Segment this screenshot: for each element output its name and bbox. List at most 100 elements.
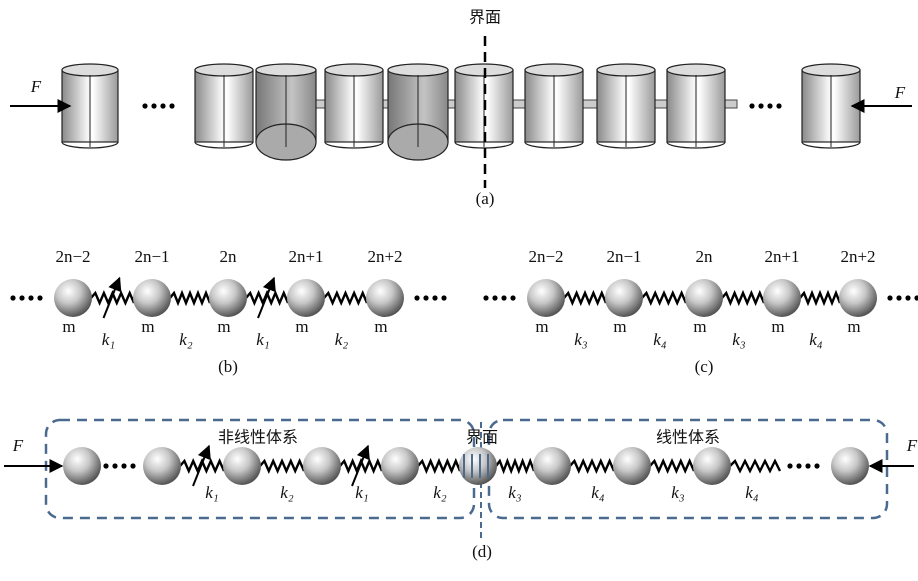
mass-ball — [287, 279, 325, 317]
connector-rod — [583, 100, 597, 108]
ellipsis-dot — [767, 103, 772, 108]
ellipsis-dot — [796, 463, 801, 468]
ellipsis-dot — [441, 295, 446, 300]
force-label: F — [894, 83, 906, 102]
ellipsis-dot — [10, 295, 15, 300]
mass-label: m — [62, 317, 75, 336]
mass-ball — [133, 279, 171, 317]
site-label: 2n+2 — [840, 247, 875, 266]
spring — [800, 293, 840, 303]
mass-ball — [839, 279, 877, 317]
site-label: 2n+1 — [764, 247, 799, 266]
site-label: 2n−1 — [606, 247, 641, 266]
connector-rod — [513, 100, 525, 108]
site-label: 2n+1 — [288, 247, 323, 266]
ellipsis-dot — [37, 295, 42, 300]
spring-label: k₃ — [574, 330, 588, 349]
ellipsis-dot — [142, 103, 147, 108]
spring-label: k₄ — [653, 330, 667, 349]
ellipsis-dot — [805, 463, 810, 468]
site-label: 2n−2 — [55, 247, 90, 266]
mass-label: m — [374, 317, 387, 336]
ellipsis-dot — [492, 295, 497, 300]
mass-label: m — [693, 317, 706, 336]
ellipsis-dot — [749, 103, 754, 108]
ellipsis-dot — [887, 295, 892, 300]
mass-label: m — [613, 317, 626, 336]
mass-label: m — [535, 317, 548, 336]
mass-label: m — [847, 317, 860, 336]
mass-ball — [533, 447, 571, 485]
ellipsis-dot — [758, 103, 763, 108]
spring — [324, 293, 367, 303]
spring-label: k₄ — [591, 483, 605, 502]
spring-label: k₁ — [355, 483, 368, 502]
ellipsis-dot — [160, 103, 165, 108]
cylinder-top — [667, 64, 725, 76]
spring — [570, 461, 614, 471]
mass-label: m — [217, 317, 230, 336]
site-label: 2n+2 — [367, 247, 402, 266]
spring — [496, 461, 534, 471]
ellipsis-dot — [169, 103, 174, 108]
connector-rod — [655, 100, 667, 108]
ellipsis-dot — [787, 463, 792, 468]
cylinder-top — [62, 64, 118, 76]
cylinder-top — [325, 64, 383, 76]
spring-label: k₂ — [179, 330, 193, 349]
mass-ball — [143, 447, 181, 485]
ellipsis-dot — [103, 463, 108, 468]
spring-label: k₁ — [256, 330, 269, 349]
site-label: 2n — [220, 247, 238, 266]
spring — [418, 461, 460, 471]
mass-label: m — [295, 317, 308, 336]
site-label: 2n−1 — [134, 247, 169, 266]
ellipsis-dot — [501, 295, 506, 300]
ellipsis-dot — [130, 463, 135, 468]
interface-label: 界面 — [466, 428, 498, 447]
ellipsis-dot — [414, 295, 419, 300]
mass-ball — [685, 279, 723, 317]
mass-ball — [831, 447, 869, 485]
spring — [642, 293, 686, 303]
site-label: 2n — [696, 247, 714, 266]
caption: (d) — [472, 542, 492, 561]
spring — [730, 461, 780, 471]
spring — [260, 461, 304, 471]
ellipsis-dot — [423, 295, 428, 300]
force-label: F — [30, 77, 42, 96]
spring-label: k₁ — [102, 330, 115, 349]
ellipsis-dot — [510, 295, 515, 300]
mass-ball — [54, 279, 92, 317]
mass-ball — [303, 447, 341, 485]
region-label: 线性体系 — [656, 428, 720, 447]
spring — [564, 293, 606, 303]
connector-rod — [383, 100, 388, 108]
ellipsis-dot — [776, 103, 781, 108]
mass-ball — [223, 447, 261, 485]
mass-ball — [209, 279, 247, 317]
mass-label: m — [141, 317, 154, 336]
mass-ball — [613, 447, 651, 485]
diagram: FF界面(a)2n−2m2n−1m2nm2n+1m2n+2mk₁k₂k₁k₂(b… — [0, 0, 918, 581]
connector-rod — [316, 100, 325, 108]
spring-label: k₂ — [335, 330, 349, 349]
spring-label: k₂ — [433, 483, 447, 502]
mass-ball — [763, 279, 801, 317]
ellipsis-dot — [483, 295, 488, 300]
spring — [722, 293, 764, 303]
cylinder-top — [802, 64, 860, 76]
spring-label: k₄ — [809, 330, 823, 349]
spring-label: k₂ — [280, 483, 294, 502]
ellipsis-dot — [814, 463, 819, 468]
mass-label: m — [771, 317, 784, 336]
spring — [170, 293, 210, 303]
cylinder-top — [256, 64, 316, 76]
ellipsis-dot — [896, 295, 901, 300]
connector-rod — [725, 100, 737, 108]
content: FF界面(a)2n−2m2n−1m2nm2n+1m2n+2mk₁k₂k₁k₂(b… — [4, 8, 918, 561]
mass-ball — [693, 447, 731, 485]
spring-label: k₃ — [732, 330, 746, 349]
ellipsis-dot — [112, 463, 117, 468]
mass-ball — [527, 279, 565, 317]
